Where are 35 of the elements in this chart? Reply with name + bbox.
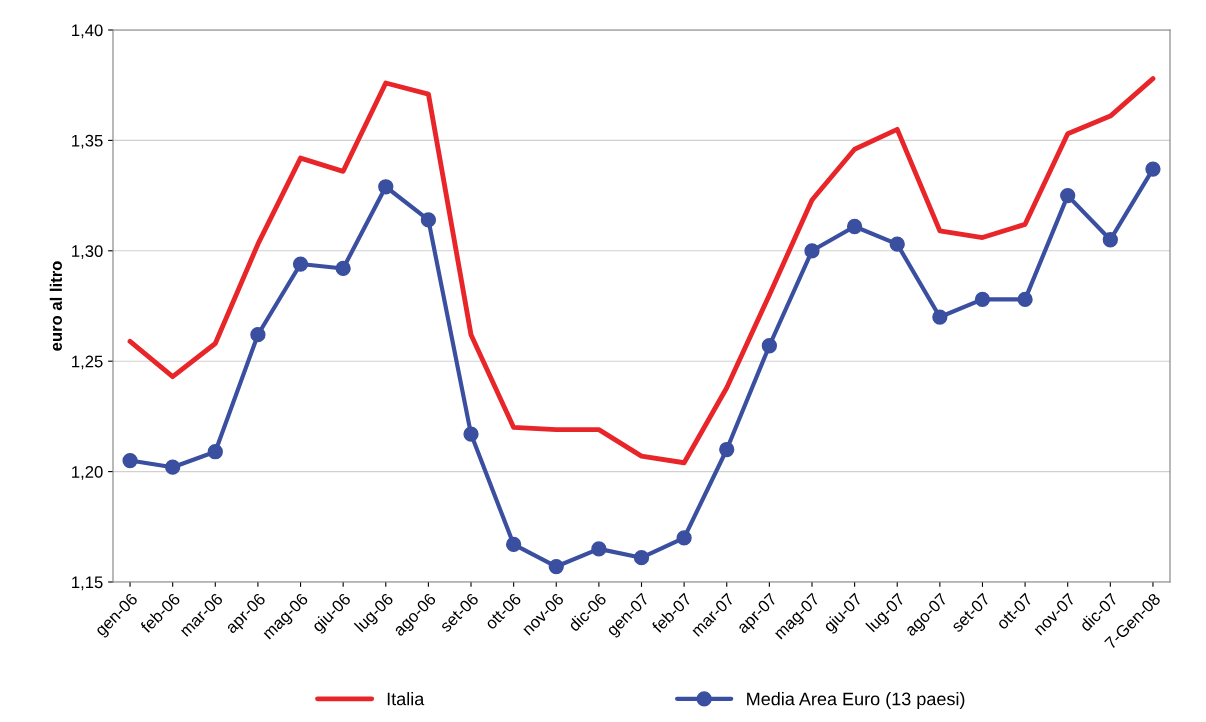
y-tick-label: 1,20 — [72, 466, 103, 480]
y-tick-label: 1,15 — [72, 576, 103, 591]
point — [761, 338, 778, 354]
point — [165, 459, 181, 475]
point — [250, 327, 266, 343]
point — [974, 291, 991, 308]
point — [633, 550, 650, 566]
point — [207, 444, 223, 460]
point — [1060, 187, 1076, 204]
point — [378, 179, 394, 195]
point — [719, 441, 735, 458]
point — [548, 558, 564, 575]
y-tick-label: 1,30 — [72, 245, 103, 259]
point — [846, 218, 863, 235]
point — [1017, 291, 1033, 308]
y-tick-label: 1,35 — [72, 134, 103, 149]
point — [804, 243, 820, 259]
line-series — [127, 76, 1156, 466]
point — [420, 212, 437, 228]
y-axis-title: euro al litro — [49, 261, 62, 351]
y-tick-label: 1,40 — [72, 24, 103, 39]
point — [335, 260, 351, 277]
point — [889, 236, 905, 252]
y-tick-label: 1,25 — [72, 355, 103, 370]
point — [292, 256, 309, 272]
point — [1145, 161, 1161, 177]
point — [1102, 232, 1118, 248]
point — [591, 541, 607, 557]
point — [676, 530, 692, 546]
legend-label: Italia — [387, 692, 425, 706]
point — [932, 309, 948, 325]
point — [505, 536, 522, 553]
legend-label: Media Area Euro (13 paesi) — [747, 692, 965, 709]
point — [122, 452, 138, 469]
point — [463, 426, 479, 442]
